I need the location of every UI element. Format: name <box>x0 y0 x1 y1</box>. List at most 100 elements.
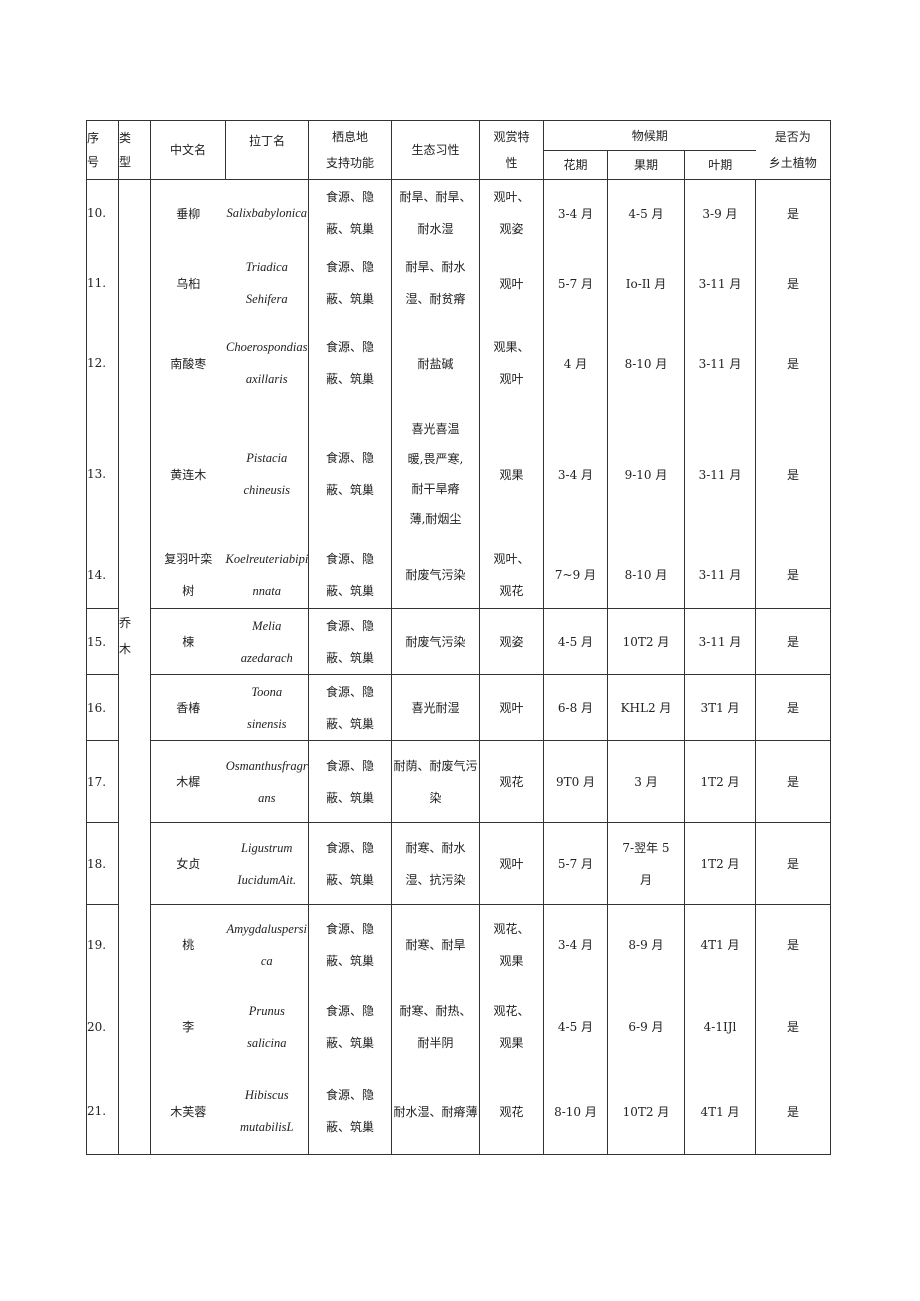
latin-name: Prunus salicina <box>225 984 309 1069</box>
ecology: 耐水湿、耐瘠薄 <box>391 1068 480 1155</box>
latin-name: Ligustrum IucidumAit. <box>225 822 309 905</box>
table-row: 10. 乔 木垂柳 Salixbabylonica 食源、隐 蔽、筑巢 耐旱、耐旱、 耐… <box>86 179 831 1155</box>
flower-period: 8-10 月 <box>543 1068 608 1155</box>
header-fruit: 果期 <box>607 150 685 180</box>
flower-period: 4-5 月 <box>543 608 608 675</box>
ecology: 耐废气污染 <box>391 541 480 609</box>
ornamental: 观叶 <box>479 674 544 741</box>
habitat: 食源、隐 蔽、筑巢 <box>308 984 392 1069</box>
row-number: 14. <box>86 541 119 609</box>
leaf-period: 1T2 月 <box>684 822 756 905</box>
native: 是 <box>755 406 831 542</box>
ornamental: 观花 <box>479 740 544 823</box>
ecology: 耐旱、耐旱、 耐水湿 <box>391 179 480 247</box>
header-type: 类 型 <box>118 120 151 180</box>
fruit-period: 4-5 月 <box>607 179 685 247</box>
leaf-period: 3-11 月 <box>684 246 756 320</box>
ecology: 喜光喜温 暖,畏严寒, 耐干旱瘠 薄,耐烟尘 <box>391 406 480 542</box>
row-number: 13. <box>86 406 119 542</box>
fruit-period: 10T2 月 <box>607 608 685 675</box>
latin-name: Melia azedarach <box>225 608 309 675</box>
fruit-period: 8-9 月 <box>607 904 685 985</box>
fruit-period: 3 月 <box>607 740 685 823</box>
cn-name: 桃 <box>150 904 226 985</box>
header-habitat: 栖息地 支持功能 <box>308 120 392 180</box>
row-number: 11. <box>86 246 119 320</box>
cn-name: 黄连木 <box>150 406 226 542</box>
latin-name: Triadica Sehifera <box>225 246 309 320</box>
ornamental: 观叶 <box>479 822 544 905</box>
ornamental: 观叶 <box>479 246 544 320</box>
flower-period: 7~9 月 <box>543 541 608 609</box>
flower-period: 3-4 月 <box>543 406 608 542</box>
latin-name: Choerospondias axillaris <box>225 319 309 407</box>
header-ornamental: 观赏特 性 <box>479 120 544 180</box>
leaf-period: 1T2 月 <box>684 740 756 823</box>
flower-period: 6-8 月 <box>543 674 608 741</box>
table-row: 14. 复羽叶栾 树 Koelreuteriabipi nnata 食源、隐 蔽、筑巢… <box>86 541 831 609</box>
ecology: 耐寒、耐旱 <box>391 904 480 985</box>
table-row: 17. 木樨 Osmanthusfragr ans 食源、隐 蔽、筑巢 耐荫、耐废气污 … <box>86 740 831 823</box>
habitat: 食源、隐 蔽、筑巢 <box>308 674 392 741</box>
native: 是 <box>755 904 831 985</box>
leaf-period: 3-9 月 <box>684 179 756 247</box>
latin-name: Koelreuteriabipi nnata <box>225 541 309 609</box>
flower-period: 3-4 月 <box>543 179 608 247</box>
latin-name: Pistacia chineusis <box>225 406 309 542</box>
ecology: 耐旱、耐水 湿、耐贫瘠 <box>391 246 480 320</box>
habitat: 食源、隐 蔽、筑巢 <box>308 541 392 609</box>
habitat: 食源、隐 蔽、筑巢 <box>308 1068 392 1155</box>
fruit-period: 8-10 月 <box>607 319 685 407</box>
row-number: 15. <box>86 608 119 675</box>
native: 是 <box>755 984 831 1069</box>
header-phenology: 物候期 <box>543 120 756 151</box>
header-cn-name: 中文名 <box>150 120 226 180</box>
cn-name: 楝 <box>150 608 226 675</box>
leaf-period: 3-11 月 <box>684 608 756 675</box>
header-flower: 花期 <box>543 150 608 180</box>
flower-period: 9T0 月 <box>543 740 608 823</box>
native: 是 <box>755 674 831 741</box>
cn-name: 垂柳 <box>150 179 226 247</box>
fruit-period: 6-9 月 <box>607 984 685 1069</box>
cn-name: 李 <box>150 984 226 1069</box>
native: 是 <box>755 179 831 247</box>
fruit-period: KHL2 月 <box>607 674 685 741</box>
native: 是 <box>755 608 831 675</box>
table-row: 20. 李 Prunus salicina 食源、隐 蔽、筑巢 耐寒、耐热、 耐半阴 观花… <box>86 984 831 1069</box>
header-leaf: 叶期 <box>684 150 756 180</box>
ecology: 耐废气污染 <box>391 608 480 675</box>
habitat: 食源、隐 蔽、筑巢 <box>308 740 392 823</box>
ecology: 耐寒、耐水 湿、抗污染 <box>391 822 480 905</box>
ecology: 耐寒、耐热、 耐半阴 <box>391 984 480 1069</box>
latin-name: Toona sinensis <box>225 674 309 741</box>
table-row: 18. 女贞 Ligustrum IucidumAit. 食源、隐 蔽、筑巢 耐寒、耐水… <box>86 822 831 905</box>
habitat: 食源、隐 蔽、筑巢 <box>308 179 392 247</box>
ornamental: 观花、 观果 <box>479 904 544 985</box>
flower-period: 4 月 <box>543 319 608 407</box>
table-row: 19. 桃 Amygdaluspersi ca 食源、隐 蔽、筑巢 耐寒、耐旱 观花、 观… <box>86 904 831 985</box>
plant-type: 乔 木 <box>119 616 132 656</box>
habitat: 食源、隐 蔽、筑巢 <box>308 246 392 320</box>
flower-period: 4-5 月 <box>543 984 608 1069</box>
native: 是 <box>755 822 831 905</box>
native: 是 <box>755 740 831 823</box>
habitat: 食源、隐 蔽、筑巢 <box>308 406 392 542</box>
leaf-period: 4T1 月 <box>684 904 756 985</box>
ornamental: 观花 <box>479 1068 544 1155</box>
native: 是 <box>755 246 831 320</box>
row-number: 10. <box>86 179 119 247</box>
latin-name: Osmanthusfragr ans <box>225 740 309 823</box>
leaf-period: 4-1IJl <box>684 984 756 1069</box>
cn-name: 木芙蓉 <box>150 1068 226 1155</box>
table-row: 15. 楝 Melia azedarach 食源、隐 蔽、筑巢 耐废气污染 观姿 4-5 月… <box>86 608 831 675</box>
ornamental: 观叶、 观姿 <box>479 179 544 247</box>
fruit-period: Io-Il 月 <box>607 246 685 320</box>
row-number: 17. <box>86 740 119 823</box>
habitat: 食源、隐 蔽、筑巢 <box>308 904 392 985</box>
row-number: 21. <box>86 1068 119 1155</box>
cn-name: 复羽叶栾 树 <box>150 541 226 609</box>
fruit-period: 9-10 月 <box>607 406 685 542</box>
row-number: 18. <box>86 822 119 905</box>
